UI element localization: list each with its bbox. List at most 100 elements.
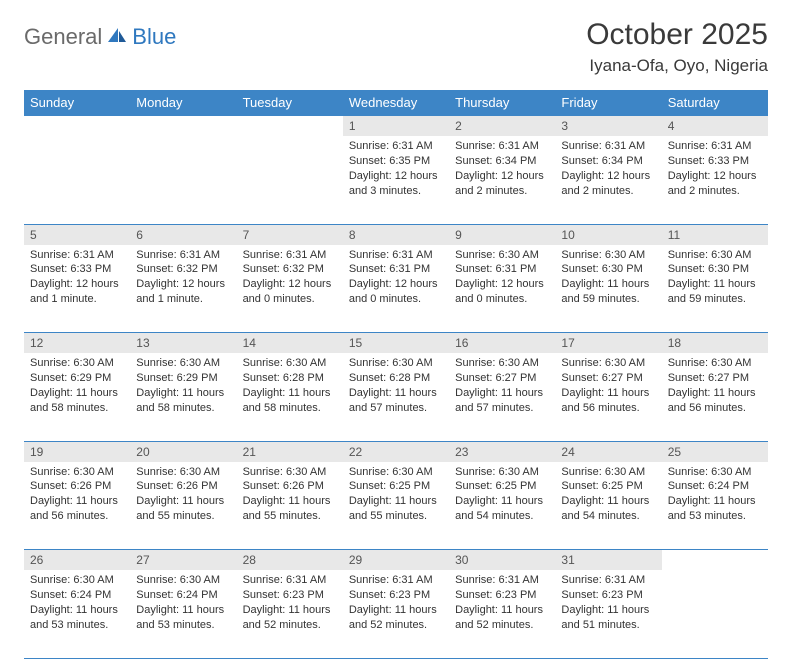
day-number: 29 bbox=[343, 550, 449, 570]
day-cell: Sunrise: 6:31 AMSunset: 6:31 PMDaylight:… bbox=[343, 245, 449, 333]
calendar-page: General Blue October 2025 Iyana-Ofa, Oyo… bbox=[0, 0, 792, 671]
day-number: 25 bbox=[662, 442, 768, 462]
day-cell: Sunrise: 6:30 AMSunset: 6:27 PMDaylight:… bbox=[662, 353, 768, 441]
day-number: 18 bbox=[662, 333, 768, 353]
day-details: Sunrise: 6:30 AMSunset: 6:28 PMDaylight:… bbox=[343, 353, 449, 419]
day-number: 30 bbox=[449, 550, 555, 570]
day-number: 28 bbox=[237, 550, 343, 570]
day-cell bbox=[662, 570, 768, 658]
sail-icon bbox=[106, 26, 128, 49]
day-cell: Sunrise: 6:30 AMSunset: 6:24 PMDaylight:… bbox=[130, 570, 236, 658]
day-details: Sunrise: 6:30 AMSunset: 6:31 PMDaylight:… bbox=[449, 245, 555, 311]
day-cell: Sunrise: 6:31 AMSunset: 6:34 PMDaylight:… bbox=[449, 136, 555, 224]
day-cell: Sunrise: 6:30 AMSunset: 6:26 PMDaylight:… bbox=[130, 462, 236, 550]
day-cell: Sunrise: 6:30 AMSunset: 6:28 PMDaylight:… bbox=[343, 353, 449, 441]
daynum-row: 12131415161718 bbox=[24, 333, 768, 354]
day-details: Sunrise: 6:30 AMSunset: 6:30 PMDaylight:… bbox=[662, 245, 768, 311]
day-cell: Sunrise: 6:31 AMSunset: 6:23 PMDaylight:… bbox=[237, 570, 343, 658]
day-cell: Sunrise: 6:30 AMSunset: 6:24 PMDaylight:… bbox=[662, 462, 768, 550]
day-details: Sunrise: 6:30 AMSunset: 6:24 PMDaylight:… bbox=[662, 462, 768, 528]
weekday-header: Saturday bbox=[662, 90, 768, 115]
day-number bbox=[130, 115, 236, 136]
day-details: Sunrise: 6:31 AMSunset: 6:33 PMDaylight:… bbox=[24, 245, 130, 311]
day-cell: Sunrise: 6:31 AMSunset: 6:33 PMDaylight:… bbox=[24, 245, 130, 333]
header: General Blue October 2025 Iyana-Ofa, Oyo… bbox=[24, 18, 768, 76]
day-cell: Sunrise: 6:31 AMSunset: 6:35 PMDaylight:… bbox=[343, 136, 449, 224]
weekday-header: Thursday bbox=[449, 90, 555, 115]
day-number: 21 bbox=[237, 442, 343, 462]
weekday-header-row: SundayMondayTuesdayWednesdayThursdayFrid… bbox=[24, 90, 768, 115]
day-number: 14 bbox=[237, 333, 343, 353]
day-cell: Sunrise: 6:30 AMSunset: 6:27 PMDaylight:… bbox=[555, 353, 661, 441]
day-details: Sunrise: 6:30 AMSunset: 6:29 PMDaylight:… bbox=[130, 353, 236, 419]
weekday-header: Wednesday bbox=[343, 90, 449, 115]
weekday-header: Sunday bbox=[24, 90, 130, 115]
day-details: Sunrise: 6:30 AMSunset: 6:25 PMDaylight:… bbox=[343, 462, 449, 528]
day-cell bbox=[237, 136, 343, 224]
location: Iyana-Ofa, Oyo, Nigeria bbox=[586, 56, 768, 76]
day-cell: Sunrise: 6:30 AMSunset: 6:24 PMDaylight:… bbox=[24, 570, 130, 658]
day-cell: Sunrise: 6:31 AMSunset: 6:23 PMDaylight:… bbox=[555, 570, 661, 658]
day-number: 7 bbox=[237, 225, 343, 245]
calendar-table: SundayMondayTuesdayWednesdayThursdayFrid… bbox=[24, 90, 768, 659]
day-details: Sunrise: 6:31 AMSunset: 6:31 PMDaylight:… bbox=[343, 245, 449, 311]
day-number: 3 bbox=[555, 115, 661, 136]
day-number: 13 bbox=[130, 333, 236, 353]
day-number: 10 bbox=[555, 225, 661, 245]
day-cell bbox=[24, 136, 130, 224]
daynum-row: 1234 bbox=[24, 115, 768, 136]
day-cell: Sunrise: 6:30 AMSunset: 6:31 PMDaylight:… bbox=[449, 245, 555, 333]
week-row: Sunrise: 6:31 AMSunset: 6:35 PMDaylight:… bbox=[24, 136, 768, 224]
day-details: Sunrise: 6:31 AMSunset: 6:34 PMDaylight:… bbox=[555, 136, 661, 202]
day-number: 8 bbox=[343, 225, 449, 245]
day-details: Sunrise: 6:31 AMSunset: 6:23 PMDaylight:… bbox=[449, 570, 555, 636]
day-number: 1 bbox=[343, 115, 449, 136]
day-details: Sunrise: 6:31 AMSunset: 6:35 PMDaylight:… bbox=[343, 136, 449, 202]
day-details: Sunrise: 6:30 AMSunset: 6:27 PMDaylight:… bbox=[662, 353, 768, 419]
daynum-row: 262728293031 bbox=[24, 550, 768, 571]
day-details: Sunrise: 6:31 AMSunset: 6:32 PMDaylight:… bbox=[237, 245, 343, 311]
day-details: Sunrise: 6:30 AMSunset: 6:25 PMDaylight:… bbox=[555, 462, 661, 528]
day-number: 2 bbox=[449, 115, 555, 136]
day-details: Sunrise: 6:30 AMSunset: 6:28 PMDaylight:… bbox=[237, 353, 343, 419]
day-number: 24 bbox=[555, 442, 661, 462]
daynum-row: 19202122232425 bbox=[24, 441, 768, 462]
day-number: 16 bbox=[449, 333, 555, 353]
day-details: Sunrise: 6:31 AMSunset: 6:34 PMDaylight:… bbox=[449, 136, 555, 202]
week-row: Sunrise: 6:30 AMSunset: 6:26 PMDaylight:… bbox=[24, 462, 768, 550]
day-cell bbox=[130, 136, 236, 224]
day-number: 6 bbox=[130, 225, 236, 245]
week-row: Sunrise: 6:30 AMSunset: 6:24 PMDaylight:… bbox=[24, 570, 768, 658]
day-number: 12 bbox=[24, 333, 130, 353]
day-cell: Sunrise: 6:30 AMSunset: 6:30 PMDaylight:… bbox=[555, 245, 661, 333]
day-number bbox=[237, 115, 343, 136]
day-details: Sunrise: 6:30 AMSunset: 6:26 PMDaylight:… bbox=[237, 462, 343, 528]
day-number: 15 bbox=[343, 333, 449, 353]
day-details: Sunrise: 6:30 AMSunset: 6:26 PMDaylight:… bbox=[130, 462, 236, 528]
day-details: Sunrise: 6:30 AMSunset: 6:27 PMDaylight:… bbox=[449, 353, 555, 419]
day-number: 31 bbox=[555, 550, 661, 570]
day-number bbox=[662, 550, 768, 570]
day-number: 22 bbox=[343, 442, 449, 462]
day-number: 4 bbox=[662, 115, 768, 136]
day-cell: Sunrise: 6:31 AMSunset: 6:32 PMDaylight:… bbox=[237, 245, 343, 333]
day-details: Sunrise: 6:31 AMSunset: 6:23 PMDaylight:… bbox=[555, 570, 661, 636]
day-details: Sunrise: 6:30 AMSunset: 6:25 PMDaylight:… bbox=[449, 462, 555, 528]
day-details: Sunrise: 6:30 AMSunset: 6:30 PMDaylight:… bbox=[555, 245, 661, 311]
day-details: Sunrise: 6:30 AMSunset: 6:27 PMDaylight:… bbox=[555, 353, 661, 419]
day-details: Sunrise: 6:31 AMSunset: 6:32 PMDaylight:… bbox=[130, 245, 236, 311]
day-cell: Sunrise: 6:30 AMSunset: 6:29 PMDaylight:… bbox=[24, 353, 130, 441]
day-details: Sunrise: 6:31 AMSunset: 6:33 PMDaylight:… bbox=[662, 136, 768, 202]
day-cell: Sunrise: 6:31 AMSunset: 6:32 PMDaylight:… bbox=[130, 245, 236, 333]
day-number: 9 bbox=[449, 225, 555, 245]
day-number bbox=[24, 115, 130, 136]
weekday-header: Monday bbox=[130, 90, 236, 115]
day-details: Sunrise: 6:30 AMSunset: 6:26 PMDaylight:… bbox=[24, 462, 130, 528]
day-number: 23 bbox=[449, 442, 555, 462]
day-cell: Sunrise: 6:30 AMSunset: 6:29 PMDaylight:… bbox=[130, 353, 236, 441]
weekday-header: Tuesday bbox=[237, 90, 343, 115]
day-number: 5 bbox=[24, 225, 130, 245]
day-number: 19 bbox=[24, 442, 130, 462]
day-cell: Sunrise: 6:30 AMSunset: 6:27 PMDaylight:… bbox=[449, 353, 555, 441]
day-details: Sunrise: 6:30 AMSunset: 6:29 PMDaylight:… bbox=[24, 353, 130, 419]
